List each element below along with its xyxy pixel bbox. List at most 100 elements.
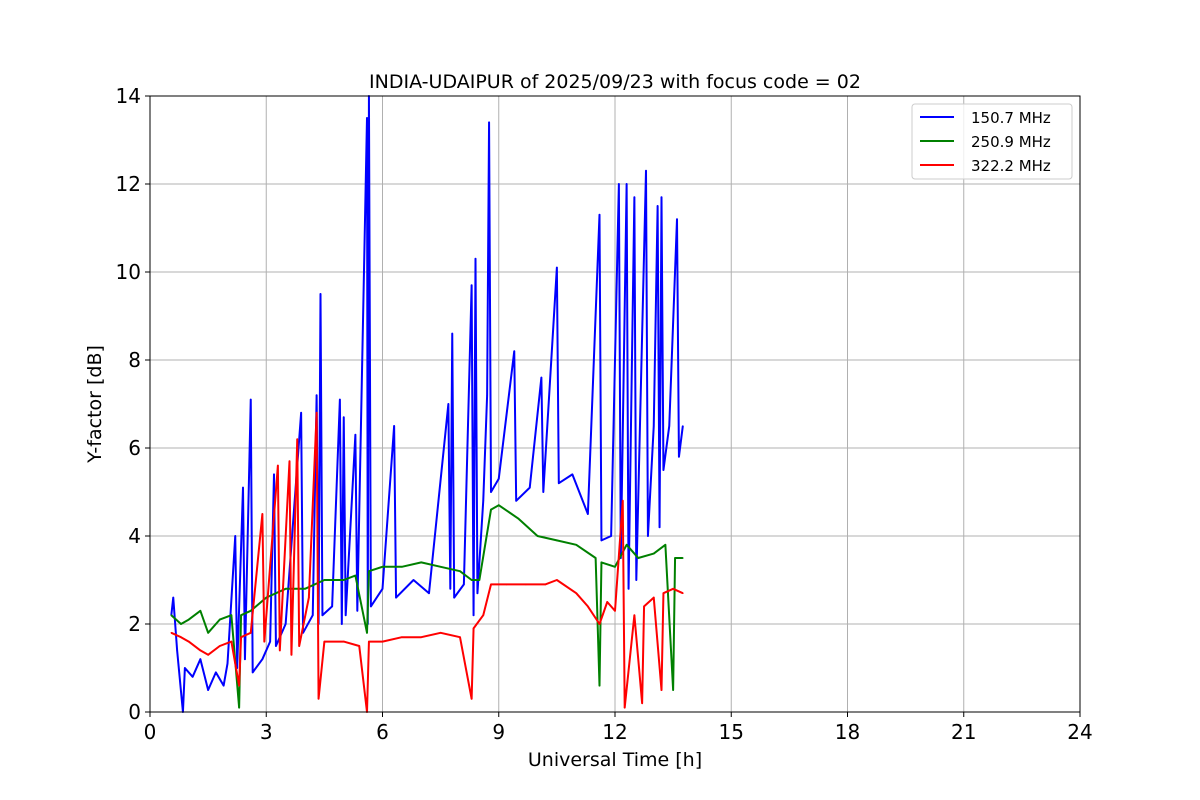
data-point <box>472 627 475 630</box>
data-point <box>571 473 574 476</box>
data-point <box>449 588 452 590</box>
x-tick-label: 15 <box>719 720 744 744</box>
x-tick-label: 3 <box>260 720 273 744</box>
series-line-150-7-mhz <box>170 95 684 713</box>
data-point <box>261 658 264 660</box>
data-point <box>323 640 326 643</box>
data-point <box>678 456 680 458</box>
data-point <box>490 583 492 586</box>
data-point <box>635 579 638 581</box>
data-point <box>647 535 649 537</box>
data-point <box>370 605 372 608</box>
data-point <box>463 583 465 586</box>
data-point <box>540 376 543 379</box>
data-point <box>170 614 173 616</box>
data-point <box>439 632 442 634</box>
data-point <box>393 425 395 427</box>
data-point <box>470 579 473 581</box>
data-point <box>207 689 209 691</box>
data-point <box>368 570 370 572</box>
data-point <box>240 636 242 638</box>
data-point <box>176 649 178 652</box>
x-tick-label: 24 <box>1067 720 1092 744</box>
data-point <box>478 579 481 581</box>
data-point <box>451 332 454 335</box>
data-point <box>261 513 264 515</box>
data-point <box>180 636 182 638</box>
data-point <box>207 632 209 634</box>
data-point <box>505 583 508 586</box>
data-point <box>311 614 314 616</box>
y-tick-label: 2 <box>128 612 141 636</box>
data-point <box>544 583 547 586</box>
data-point <box>300 412 302 414</box>
data-point <box>656 205 659 207</box>
data-point <box>672 689 674 691</box>
y-tick-label: 0 <box>128 700 141 724</box>
data-point <box>242 486 244 489</box>
data-point <box>354 574 357 577</box>
data-point <box>490 491 492 493</box>
legend-box <box>911 103 1073 180</box>
data-point <box>339 398 341 401</box>
data-point <box>490 508 492 511</box>
data-point <box>222 684 225 687</box>
data-point <box>238 706 240 709</box>
data-point <box>240 614 242 616</box>
data-point <box>428 592 430 594</box>
data-point <box>284 588 287 590</box>
data-point <box>249 610 252 612</box>
data-point <box>358 645 361 647</box>
data-point <box>625 544 628 546</box>
data-point <box>341 623 343 625</box>
data-point <box>497 478 500 480</box>
data-point <box>234 535 237 537</box>
legend: 150.7 MHz 250.9 MHz 322.2 MHz <box>911 103 1073 180</box>
data-point <box>273 473 275 476</box>
data-point <box>401 566 403 568</box>
data-point <box>180 623 182 625</box>
data-point <box>587 605 589 608</box>
data-point <box>623 706 626 709</box>
data-point <box>218 645 221 647</box>
data-point <box>420 636 423 638</box>
data-point <box>319 293 322 295</box>
data-point <box>662 592 665 594</box>
series-line-322-2-mhz <box>170 411 684 713</box>
data-point <box>476 592 479 594</box>
data-point <box>645 170 647 172</box>
data-point <box>594 557 597 559</box>
data-point <box>249 398 252 401</box>
legend-label: 250.9 MHz <box>971 133 1051 151</box>
data-point <box>439 566 442 568</box>
data-point <box>321 614 324 616</box>
data-point <box>317 698 320 700</box>
data-point <box>218 618 221 621</box>
data-point <box>277 464 279 467</box>
data-point <box>172 596 175 599</box>
data-point <box>662 469 665 471</box>
data-point <box>610 535 612 537</box>
series-line-250-9-mhz <box>170 504 683 709</box>
data-point <box>269 640 271 643</box>
data-point <box>676 218 678 220</box>
data-point <box>184 667 186 669</box>
data-point <box>290 654 293 656</box>
y-tick-label: 12 <box>116 172 141 196</box>
data-point <box>251 671 254 674</box>
data-point <box>342 640 345 643</box>
data-point <box>664 544 667 546</box>
data-point <box>284 623 287 625</box>
data-point <box>296 438 299 441</box>
data-point <box>674 557 676 559</box>
data-point <box>331 605 333 608</box>
data-point <box>453 596 455 599</box>
chart-title: INDIA-UDAIPUR of 2025/09/23 with focus c… <box>369 71 861 93</box>
data-point <box>513 350 516 353</box>
data-point <box>395 596 397 599</box>
x-tick-label: 21 <box>951 720 976 744</box>
data-point <box>207 654 209 656</box>
data-point <box>187 640 190 643</box>
data-point <box>643 605 645 608</box>
data-point <box>621 500 624 502</box>
